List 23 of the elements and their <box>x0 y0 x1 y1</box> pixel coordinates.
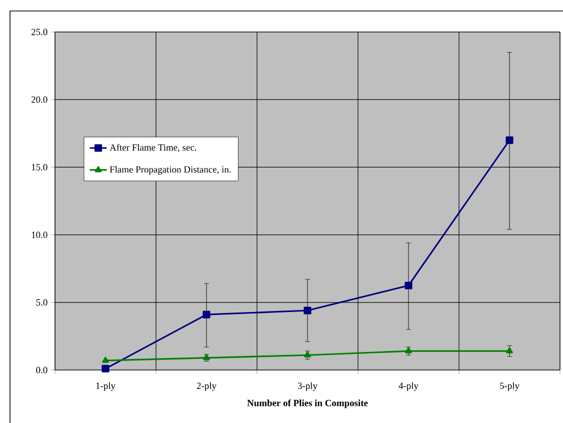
y-tick-label: 10.0 <box>32 232 48 238</box>
y-tick-label: 25.0 <box>32 28 48 36</box>
legend-label: After Flame Time, sec. <box>110 144 196 152</box>
point <box>404 282 412 290</box>
y-tick-label: 0.0 <box>36 366 48 374</box>
point <box>202 310 210 318</box>
x-tick-label: 1-ply <box>96 382 116 391</box>
x-axis-title: Number of Plies in Composite <box>247 399 368 408</box>
y-tick-label: 5.0 <box>36 299 48 306</box>
point <box>405 347 412 354</box>
point <box>304 306 312 314</box>
y-tick-label: 15.0 <box>32 164 48 170</box>
x-tick-label: 4-ply <box>398 382 418 391</box>
point <box>506 347 513 354</box>
x-tick-label: 5-ply <box>500 382 520 391</box>
legend-label: Flame Propagation Distance, in. <box>110 166 231 175</box>
point <box>304 351 311 358</box>
x-tick-label: 2-ply <box>196 382 216 391</box>
point <box>102 364 110 372</box>
y-tick-label: 20.0 <box>32 96 48 103</box>
point <box>102 356 109 363</box>
point <box>506 136 514 144</box>
x-tick-label: 3-ply <box>298 382 318 391</box>
